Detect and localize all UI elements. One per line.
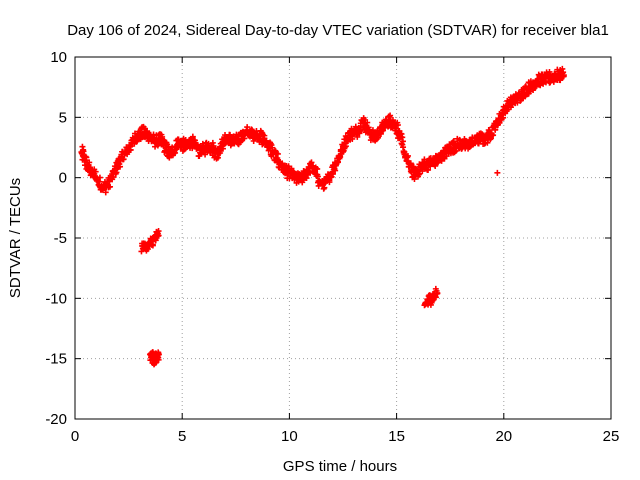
data-point <box>314 165 321 172</box>
data-point <box>149 242 156 249</box>
data-point <box>425 166 432 173</box>
data-point <box>155 351 162 358</box>
x-tick-label: 20 <box>495 428 512 445</box>
data-point <box>96 174 103 181</box>
y-tick-label: 5 <box>59 109 67 126</box>
tick-labels: 0 5 10 15 20 25 -20 -15 -10 -5 0 5 10 <box>45 49 619 445</box>
data-point <box>490 132 497 139</box>
data-point <box>364 119 371 126</box>
data-point <box>110 174 117 181</box>
data-point <box>337 154 344 161</box>
y-axis-label: SDTVAR / TECUs <box>7 178 24 298</box>
data-point <box>107 183 114 190</box>
data-point <box>172 149 179 156</box>
x-axis-label: GPS time / hours <box>283 458 397 475</box>
x-tick-label: 10 <box>281 428 298 445</box>
data-point <box>434 290 441 297</box>
y-tick-label: -10 <box>45 290 67 307</box>
data-point <box>127 146 134 153</box>
y-tick-label: 10 <box>50 49 67 66</box>
data-point <box>326 179 333 186</box>
data-point <box>166 154 173 161</box>
data-point <box>321 184 328 191</box>
data-point <box>274 150 281 157</box>
x-tick-label: 5 <box>178 428 186 445</box>
data-point <box>342 143 349 150</box>
x-tick-label: 25 <box>603 428 620 445</box>
x-tick-label: 0 <box>71 428 79 445</box>
data-point <box>92 168 99 175</box>
data-point <box>494 169 501 176</box>
data-point <box>404 152 411 159</box>
data-point <box>117 163 124 170</box>
data-point <box>155 356 162 363</box>
axis-ticks <box>74 56 612 420</box>
data-point <box>500 114 507 121</box>
chart-title: Day 106 of 2024, Sidereal Day-to-day VTE… <box>67 22 609 39</box>
data-point <box>394 122 401 129</box>
y-tick-label: -15 <box>45 351 67 368</box>
data-point <box>349 135 356 142</box>
data-point <box>155 232 162 239</box>
data-point <box>411 176 418 183</box>
data-point <box>407 160 414 167</box>
data-point <box>560 72 567 79</box>
data-point <box>83 154 90 161</box>
data-point <box>387 112 394 119</box>
data-point <box>419 168 426 175</box>
data-point <box>399 138 406 145</box>
y-tick-label: -20 <box>45 411 67 428</box>
data-point <box>152 237 159 244</box>
y-tick-label: 0 <box>59 170 67 187</box>
x-tick-label: 15 <box>388 428 405 445</box>
y-tick-label: -5 <box>54 230 67 247</box>
data-layer <box>78 65 567 368</box>
data-point <box>86 159 93 166</box>
